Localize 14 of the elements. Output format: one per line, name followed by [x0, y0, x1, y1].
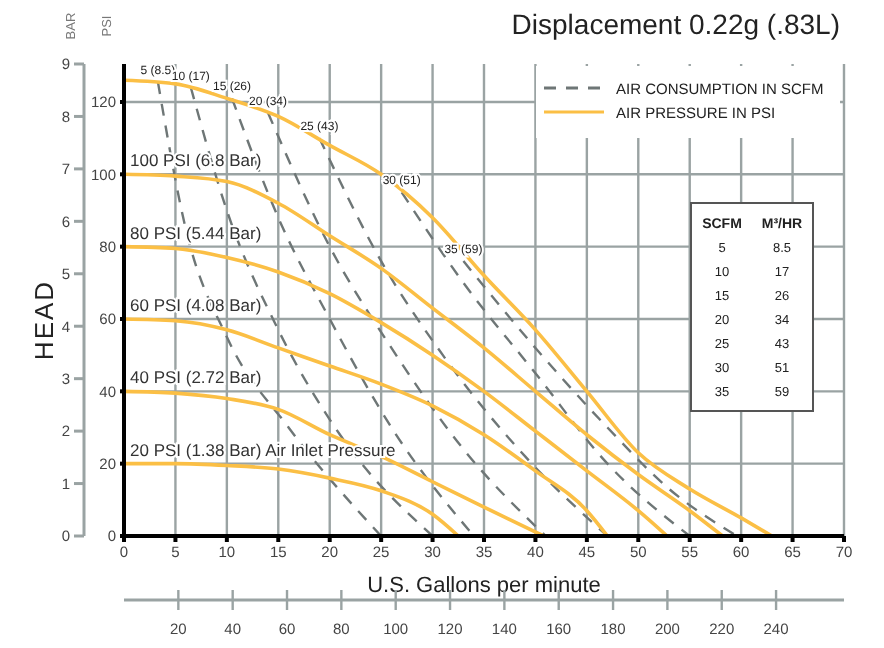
- series-label: 80 PSI (5.44 Bar): [130, 222, 262, 243]
- text: HEAD: [29, 279, 59, 361]
- line-series: [266, 111, 547, 536]
- chart-title: Displacement 0.22g (.83L): [511, 8, 840, 40]
- series-label: 60 PSI (4.08 Bar): [130, 294, 262, 315]
- series-label: 100 PSI (6.8 Bar): [130, 150, 262, 171]
- x-axis-title: U.S. Gallons per minute: [367, 574, 601, 598]
- series-label: 40 PSI (2.72 Bar): [130, 367, 262, 388]
- line-series: [400, 191, 691, 536]
- line-series: [124, 317, 610, 536]
- line-series: [124, 244, 669, 536]
- line-series: [124, 461, 461, 536]
- line-series: [462, 259, 739, 536]
- line-series: [124, 389, 546, 536]
